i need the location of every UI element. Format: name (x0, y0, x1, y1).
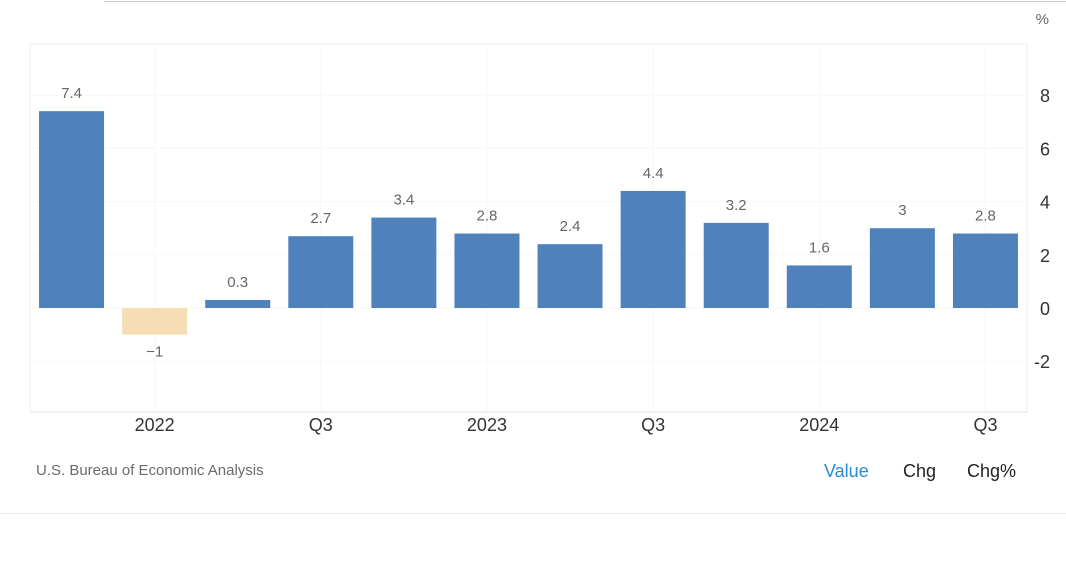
y-tick-label: 2 (1040, 246, 1050, 266)
bar (122, 308, 188, 335)
bar (869, 228, 935, 308)
bar-value-label: −1 (146, 344, 163, 361)
y-tick-label: 4 (1040, 193, 1050, 213)
bottom-divider (0, 513, 1066, 514)
bar (39, 111, 105, 308)
bar-value-label: 7.4 (61, 85, 82, 102)
chg-percent-toggle-button[interactable]: Chg% (967, 461, 1017, 481)
bar-value-label: 2.7 (310, 210, 331, 227)
source-attribution: U.S. Bureau of Economic Analysis (36, 462, 264, 479)
bar (620, 190, 686, 308)
bar (371, 217, 437, 308)
value-toggle-button[interactable]: Value (824, 461, 869, 481)
x-tick-label: Q3 (641, 415, 665, 435)
x-tick-label: 2022 (135, 415, 175, 435)
bar-series (39, 111, 1018, 335)
y-tick-label: 8 (1040, 86, 1050, 106)
top-divider (104, 1, 1066, 2)
bar-value-label: 3 (898, 202, 906, 219)
bar (454, 233, 520, 308)
bar-value-label: 2.8 (975, 208, 996, 225)
y-tick-label: 0 (1040, 299, 1050, 319)
bar (786, 265, 852, 308)
bar (288, 236, 354, 308)
x-tick-label: 2023 (467, 415, 507, 435)
bar-value-label: 4.4 (643, 165, 664, 182)
y-tick-label: 6 (1040, 139, 1050, 159)
grid-lines (29, 43, 1028, 413)
bar-value-label: 3.2 (726, 197, 747, 214)
bar (205, 300, 271, 308)
bar (703, 222, 769, 308)
y-axis-unit-label: % (1036, 11, 1049, 28)
bar-value-label: 1.6 (809, 239, 830, 256)
bar (537, 244, 603, 308)
x-axis: 2022 Q3 2023 Q3 2024 Q3 (135, 415, 998, 435)
bar-value-label: 2.8 (477, 208, 498, 225)
y-axis: -2 0 2 4 6 8 (1034, 86, 1050, 372)
x-tick-label: Q3 (973, 415, 997, 435)
value-labels: 7.4 −1 0.3 2.7 3.4 2.8 2.4 4.4 3.2 1.6 3 2.8 (61, 85, 996, 360)
bar-chart: 7.4 −1 0.3 2.7 3.4 2.8 2.4 4.4 3.2 1.6 3 2.8 -2 0 2 4 6… (29, 11, 1050, 435)
chg-toggle-button[interactable]: Chg (903, 461, 937, 481)
bar-value-label: 2.4 (560, 218, 581, 235)
bar (952, 233, 1018, 308)
x-tick-label: Q3 (309, 415, 333, 435)
x-tick-label: 2024 (799, 415, 839, 435)
y-tick-label: -2 (1034, 352, 1050, 372)
bar-value-label: 0.3 (227, 274, 248, 291)
bar-value-label: 3.4 (393, 192, 414, 209)
